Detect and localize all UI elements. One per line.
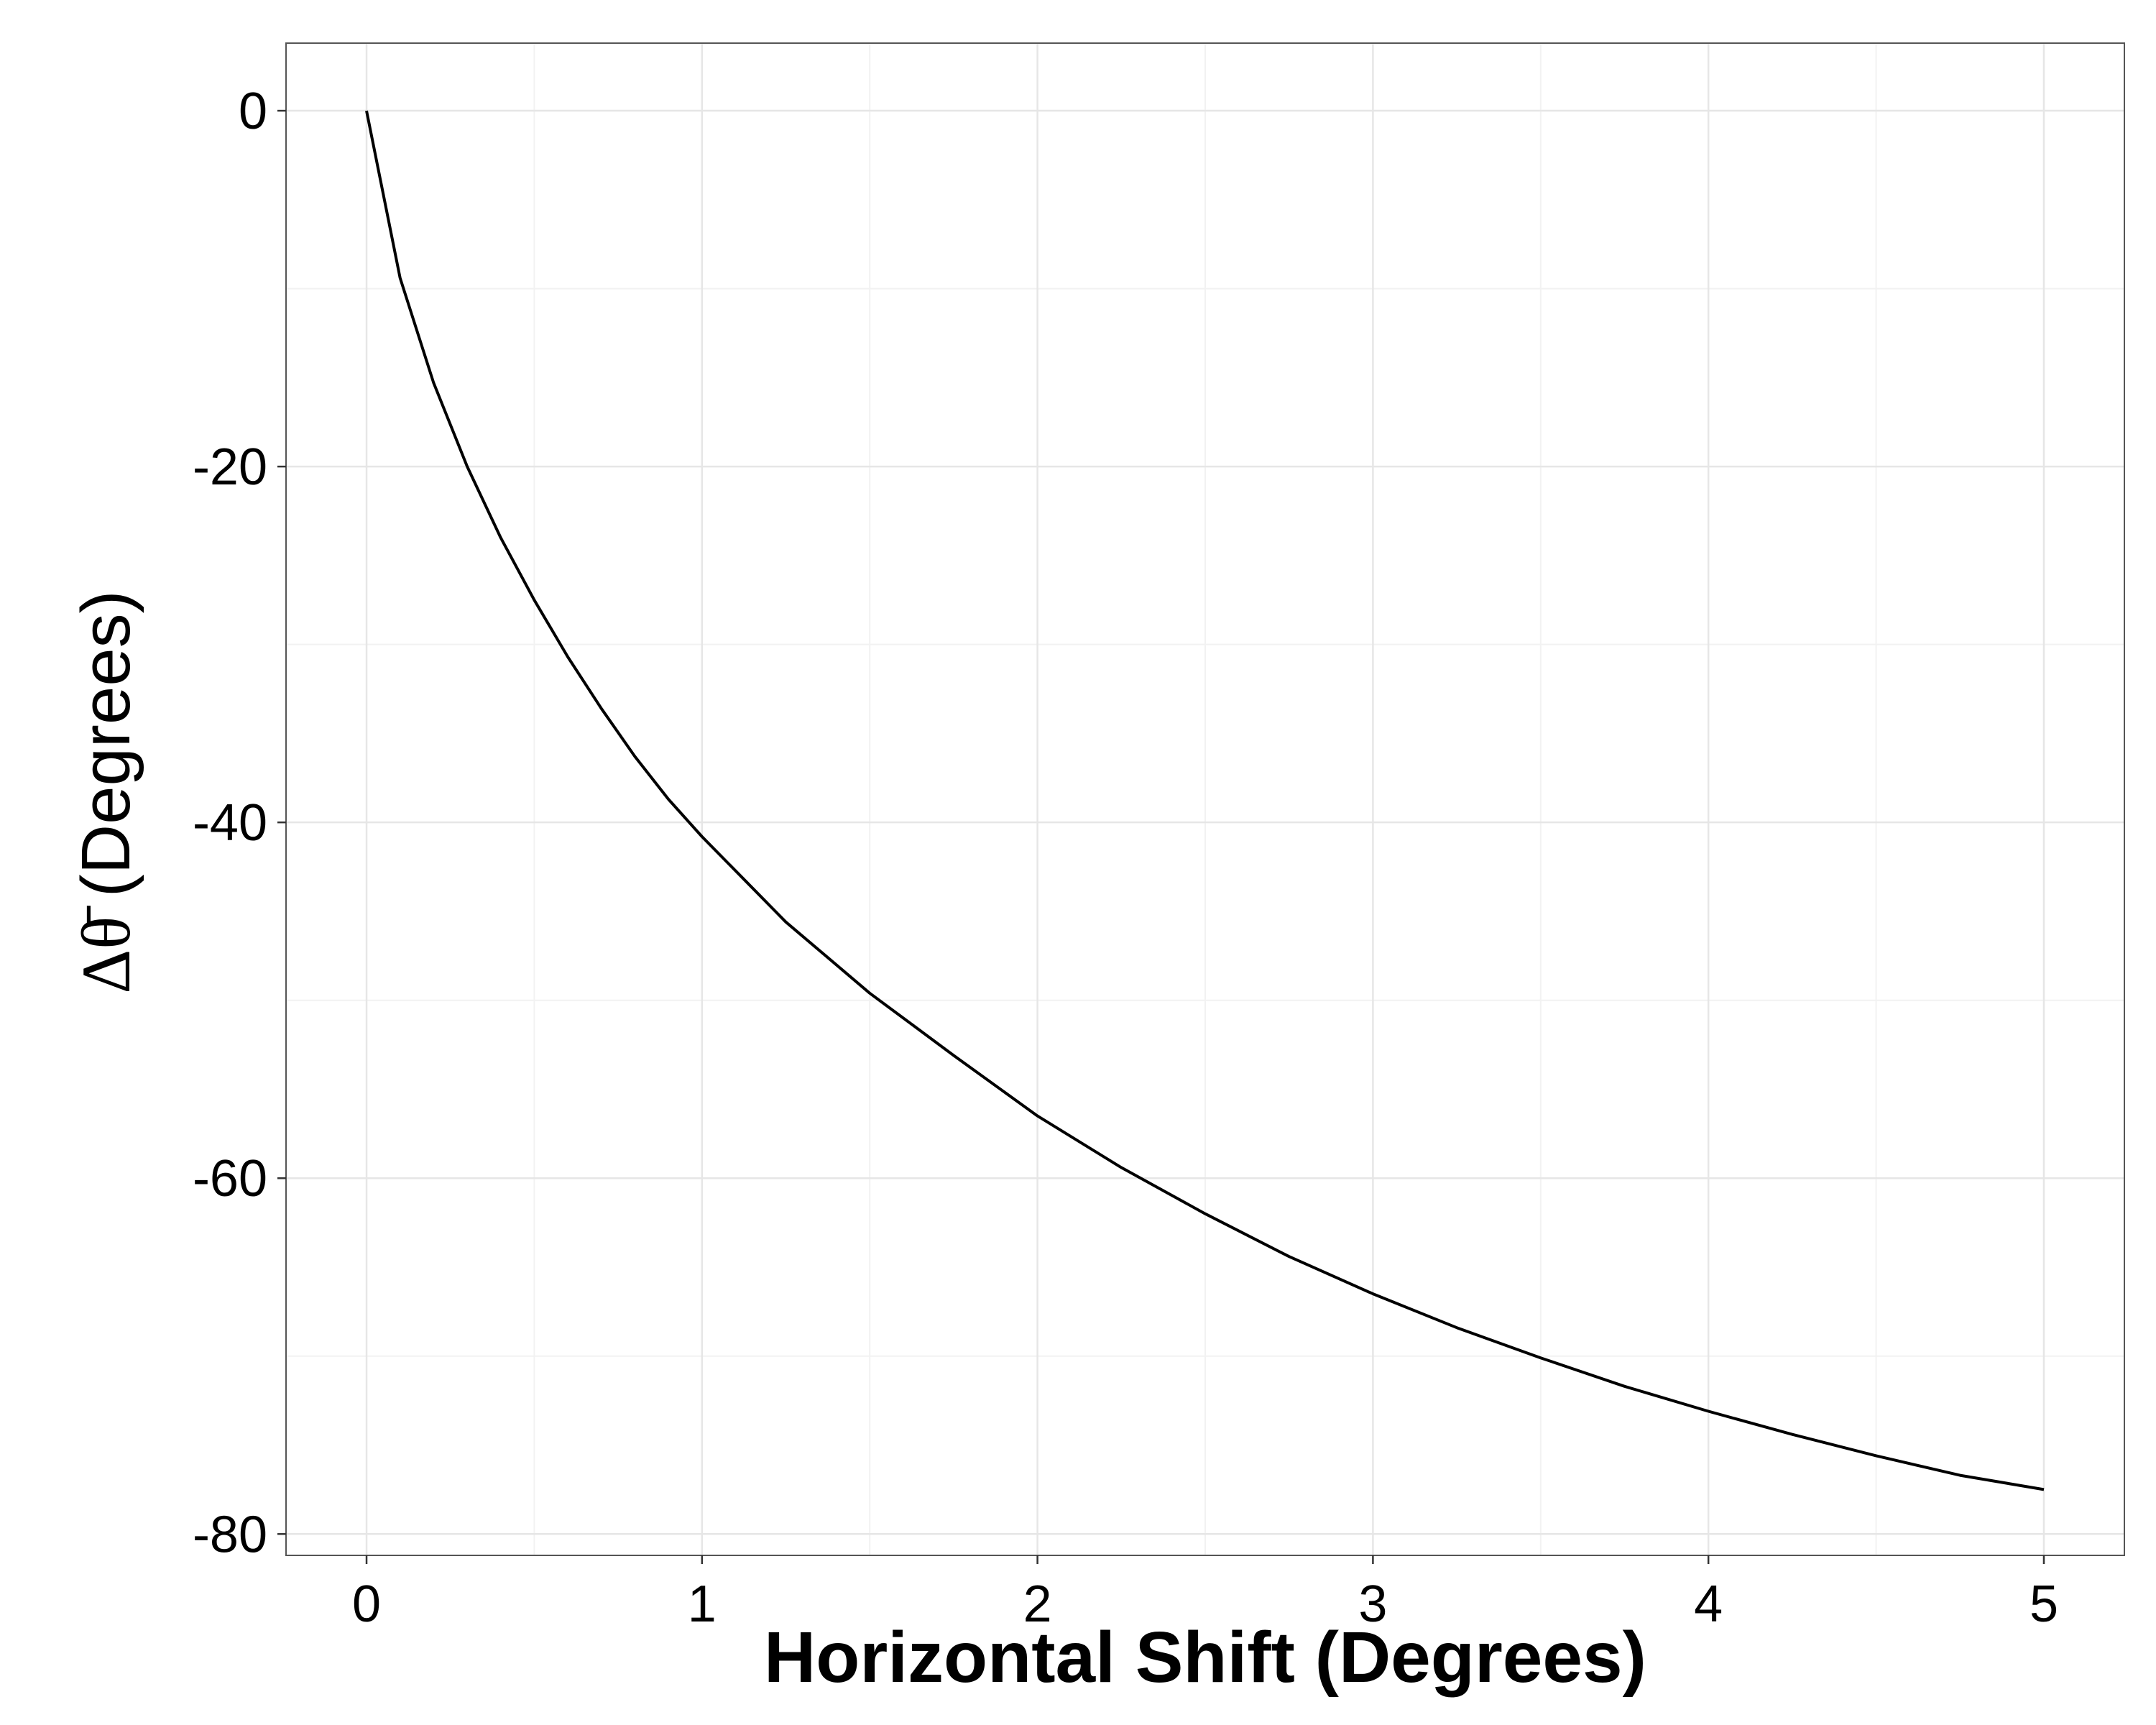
- y-tick-label: -60: [193, 1150, 267, 1208]
- plot-frame: [285, 42, 2125, 1556]
- x-axis-title: Horizontal Shift (Degrees): [764, 1617, 1646, 1698]
- series-layer: [365, 110, 2045, 1491]
- x-tick-label: 3: [1358, 1576, 1387, 1633]
- x-axis-ticks: 0 1 2 3 4 5: [352, 1555, 2058, 1633]
- y-axis-title-unit: (Degrees): [68, 590, 144, 916]
- major-gridlines: [286, 43, 2124, 1555]
- y-tick-label: -80: [193, 1506, 267, 1563]
- series-line-0: [365, 110, 2045, 1491]
- y-axis-title-symbol: Δθ̄: [68, 906, 144, 994]
- x-tick-label: 0: [352, 1576, 381, 1633]
- y-tick-label: 0: [239, 83, 267, 140]
- y-axis-ticks: 0 -20 -40 -60 -80: [193, 83, 286, 1563]
- y-tick-label: -40: [193, 794, 267, 852]
- x-tick-label: 1: [688, 1576, 717, 1633]
- x-tick-label: 2: [1023, 1576, 1052, 1633]
- x-tick-label: 5: [2030, 1576, 2058, 1633]
- y-axis-title: Δθ̄ (Degrees): [68, 590, 144, 993]
- minor-gridlines: [286, 43, 2124, 1555]
- x-tick-label: 4: [1694, 1576, 1723, 1633]
- y-tick-label: -20: [193, 438, 267, 496]
